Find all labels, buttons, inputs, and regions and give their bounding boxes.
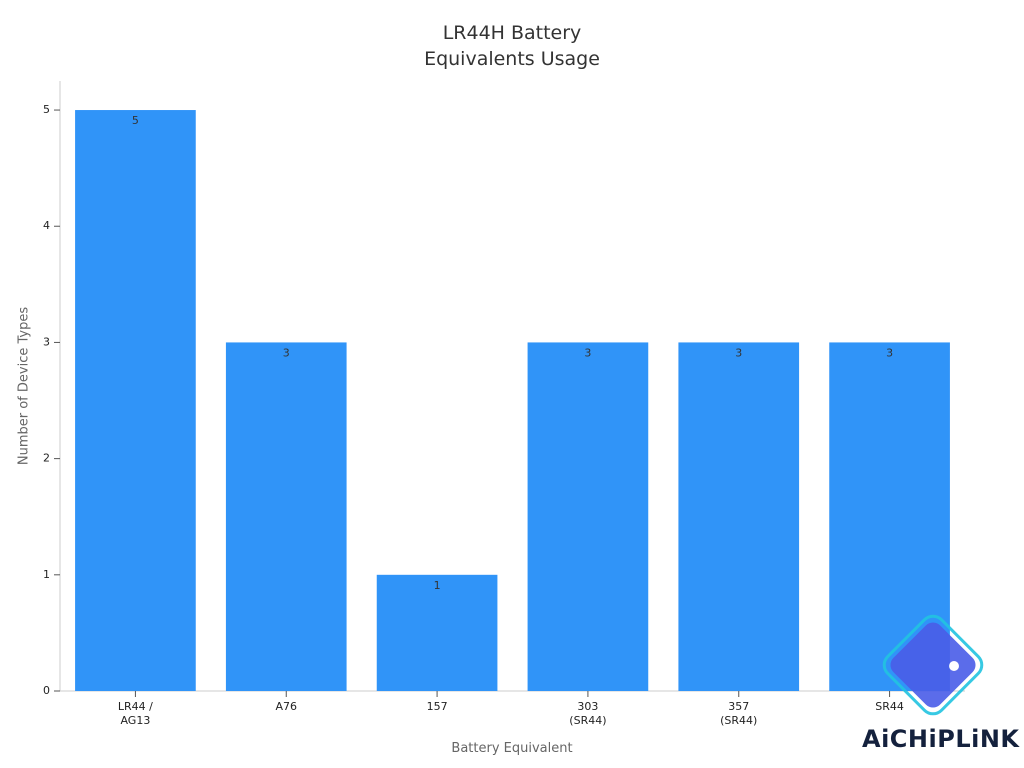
value-label: 3 [584, 346, 591, 359]
x-axis-label: Battery Equivalent [451, 741, 573, 756]
x-tick-label: LR44 / AG13 [117, 700, 153, 727]
value-label: 3 [735, 346, 742, 359]
y-tick-label: 3 [43, 335, 50, 348]
y-tick-label: 1 [43, 568, 50, 581]
value-label: 1 [434, 579, 441, 592]
bar [75, 110, 196, 692]
bar [376, 574, 498, 691]
bar [527, 342, 649, 691]
chart-title: LR44H Battery Equivalents Usage [424, 22, 600, 70]
value-label: 3 [283, 346, 290, 359]
x-tick-label: 303 (SR44) [569, 700, 607, 727]
y-tick-label: 5 [43, 103, 50, 116]
x-tick-label: SR44 [875, 700, 904, 713]
bar [225, 342, 347, 691]
x-tick-label: 357 (SR44) [720, 700, 758, 727]
y-axis-label: Number of Device Types [17, 307, 32, 465]
bar [678, 342, 800, 691]
value-label: 5 [132, 114, 139, 127]
y-tick-label: 4 [43, 219, 50, 232]
x-tick-label: 157 [426, 700, 448, 713]
value-label: 3 [886, 346, 893, 359]
logo [882, 614, 984, 716]
y-tick-label: 2 [43, 452, 50, 465]
watermark: AiCHiPLiNK [862, 725, 1020, 753]
x-tick-label: A76 [275, 700, 298, 713]
y-tick-label: 0 [43, 684, 50, 697]
